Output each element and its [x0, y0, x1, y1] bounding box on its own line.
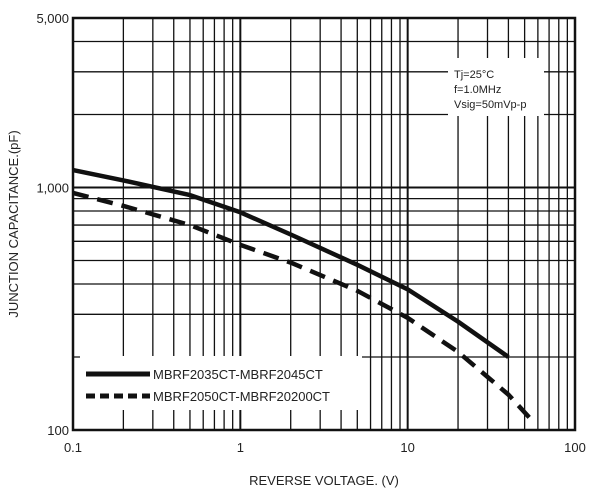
condition-frequency: f=1.0MHz	[454, 84, 501, 96]
x-tick-label: 10	[400, 440, 414, 455]
tick-labels: 0.1 1 10 100 100 1,000 5,000	[36, 11, 585, 455]
y-tick-label: 100	[47, 423, 69, 438]
legend-label-dashed: MBRF2050CT-MBRF20200CT	[153, 389, 330, 404]
condition-signal: Vsig=50mVp-p	[454, 99, 526, 111]
x-axis-label: REVERSE VOLTAGE. (V)	[249, 473, 399, 488]
series-line-solid	[72, 167, 510, 359]
legend-label-solid: MBRF2035CT-MBRF2045CT	[153, 367, 323, 382]
series-lines	[72, 167, 534, 422]
series-line-dashed	[72, 190, 534, 422]
y-axis-label: JUNCTION CAPACITANCE.(pF)	[6, 130, 21, 317]
legend: MBRF2035CT-MBRF2045CT MBRF2050CT-MBRF202…	[80, 356, 362, 410]
conditions-box: Tj=25°C f=1.0MHz Vsig=50mVp-p	[448, 58, 544, 116]
legend-background	[80, 356, 362, 410]
conditions-box-background	[448, 58, 544, 116]
y-tick-label: 1,000	[36, 181, 69, 196]
x-tick-label: 100	[564, 440, 586, 455]
x-tick-label: 0.1	[64, 440, 82, 455]
y-tick-label: 5,000	[36, 11, 69, 26]
plot-frame	[71, 16, 577, 432]
x-tick-label: 1	[237, 440, 244, 455]
condition-temperature: Tj=25°C	[454, 69, 494, 81]
